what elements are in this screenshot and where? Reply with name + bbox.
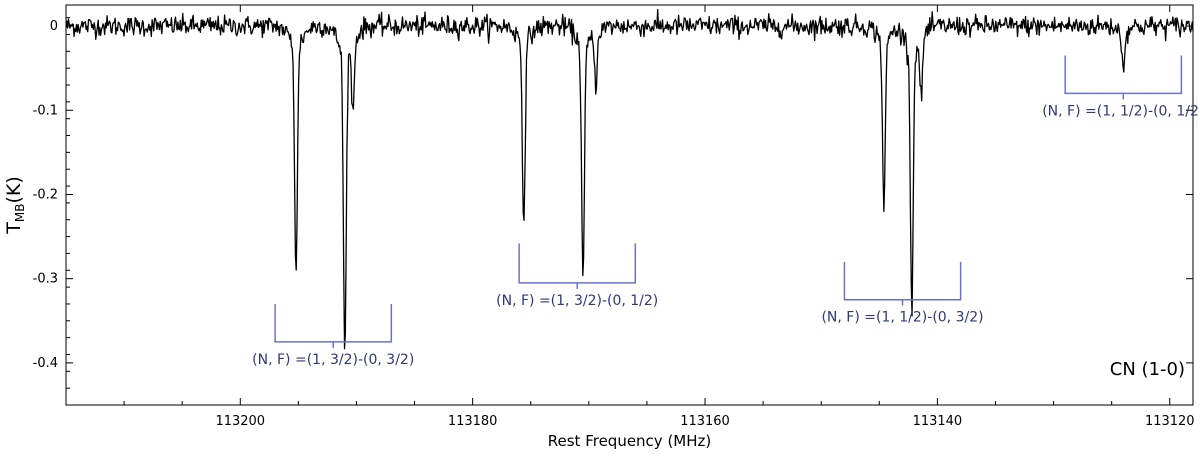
y-tick-label: -0.1 [33,103,58,118]
x-tick-label: 113120 [1145,414,1195,429]
y-tick-label: 0 [50,19,58,34]
transition-bracket [843,261,962,306]
y-tick-labels: 0 -0.1 -0.2 -0.3 -0.4 [33,19,58,371]
x-tick-label: 113200 [215,414,265,429]
panel-label: CN (1-0) [1110,359,1185,380]
transition-bracket [518,243,637,289]
x-tick-labels: 113200 113180 113160 113140 113120 [215,414,1194,429]
y-axis-label-unit: (K) [3,176,25,203]
x-axis-label: Rest Frequency (MHz) [548,432,712,450]
y-tick-label: -0.2 [33,187,58,202]
transition-label: (N, F) =(1, 1/2)-(0, 1/2) [1042,103,1200,119]
transition-annotations: (N, F) =(1, 3/2)-(0, 3/2) (N, F) =(1, 3/2… [252,55,1200,368]
transition-label: (N, F) =(1, 1/2)-(0, 3/2) [821,310,983,326]
svg-text:TMB(K): TMB(K) [3,176,27,235]
transition-label: (N, F) =(1, 3/2)-(0, 3/2) [252,352,414,368]
y-tick-label: -0.4 [33,356,58,371]
transition-label: (N, F) =(1, 3/2)-(0, 1/2) [496,293,658,309]
plot-frame [65,4,1194,406]
x-tick-label: 113180 [448,414,498,429]
transition-bracket [274,303,393,348]
x-tick-label: 113140 [913,414,963,429]
axis-ticks [65,5,1193,406]
x-tick-label: 113160 [680,414,730,429]
y-axis-label-subscript: MB [13,204,27,223]
plot-border [65,4,1194,406]
y-axis-label: TMB(K) [3,176,27,235]
spectrum-line [65,8,1194,350]
transition-bracket [1064,55,1183,100]
y-tick-label: -0.3 [33,272,58,287]
y-axis-label-symbol: T [3,222,25,235]
